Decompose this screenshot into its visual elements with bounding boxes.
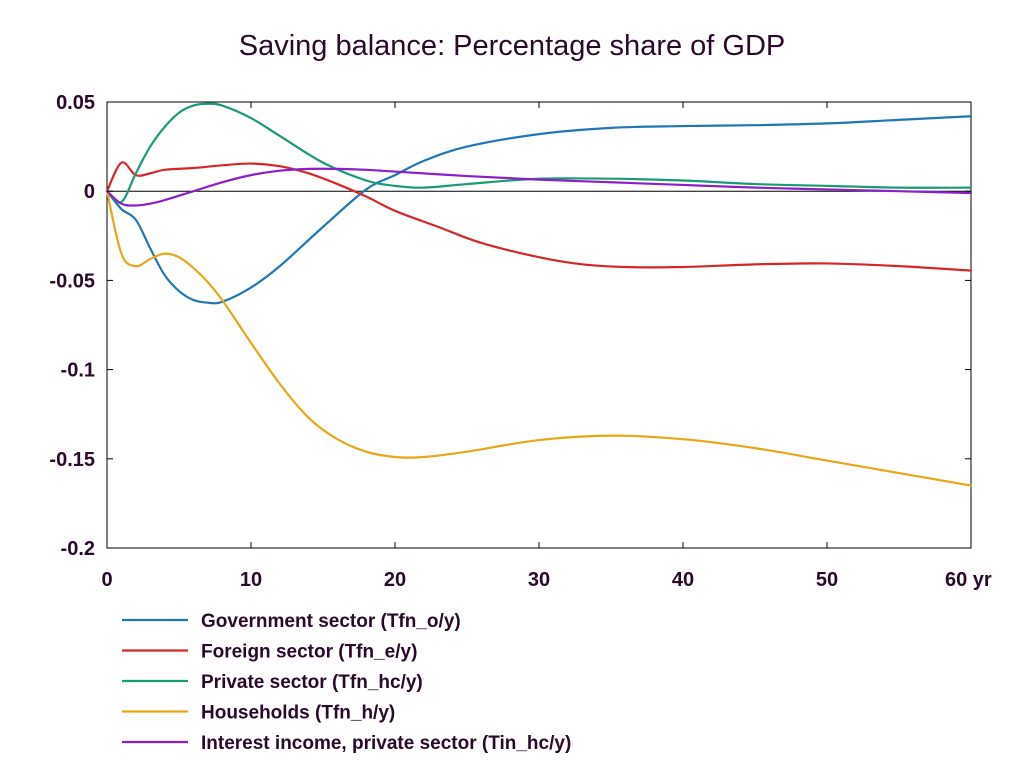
x-tick-label: 40 xyxy=(672,569,694,591)
legend-label-1: Government sector (Tfn_o/y) xyxy=(201,611,461,632)
series-line-3 xyxy=(105,102,973,204)
legend-label-2: Foreign sector (Tfn_e/y) xyxy=(201,642,417,663)
legend-label-4: Households (Tfn_h/y) xyxy=(201,703,395,724)
y-tick-label: -0.05 xyxy=(49,270,95,292)
legend-label-5: Interest income, private sector (Tin_hc/… xyxy=(201,733,571,754)
y-tick-label: -0.15 xyxy=(49,449,95,471)
chart-title: Saving balance: Percentage share of GDP xyxy=(238,30,786,62)
legend-label-3: Private sector (Tfn_hc/y) xyxy=(201,672,423,693)
y-tick-label: -0.1 xyxy=(61,360,95,382)
series-line-5 xyxy=(105,167,973,207)
plot-frame xyxy=(106,101,972,549)
x-tick-label: 20 xyxy=(384,569,406,591)
series-line-1 xyxy=(105,115,973,305)
y-tick-label: 0.05 xyxy=(56,92,95,114)
x-tick-label: 50 xyxy=(816,569,838,591)
series-line-4 xyxy=(105,190,973,487)
x-tick-label: 30 xyxy=(528,569,550,591)
x-tick-label: 10 xyxy=(240,569,262,591)
series-line-2 xyxy=(105,161,973,272)
y-tick-label: -0.2 xyxy=(61,538,95,560)
x-tick-label: 60 yr xyxy=(945,569,992,591)
y-tick-label: 0 xyxy=(84,181,95,203)
x-tick-label: 0 xyxy=(101,569,112,591)
